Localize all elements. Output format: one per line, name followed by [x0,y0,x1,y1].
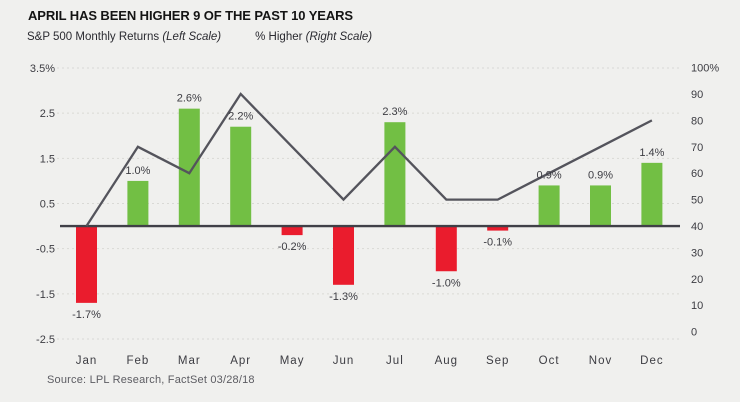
right-axis-tick: 50 [691,195,703,207]
return-bar-nov [590,185,611,227]
right-axis-tick: 20 [691,274,703,286]
page-title: APRIL HAS BEEN HIGHER 9 OF THE PAST 10 Y… [28,8,353,23]
right-axis-tick: 0 [691,327,697,339]
x-axis-label-sep: Sep [486,355,509,367]
left-axis-tick: 2.5 [40,108,55,120]
left-axis-tick: 0.5 [40,199,55,211]
right-axis-tick: 70 [691,142,703,154]
source-note: Source: LPL Research, FactSet 03/28/18 [47,374,255,386]
left-axis-tick: -0.5 [36,244,55,256]
legend-right-note: (Right Scale) [305,31,373,43]
right-axis-tick: 90 [691,89,703,101]
data-label-jun: -1.3% [329,291,358,303]
legend-right: % Higher (Right Scale) [255,31,372,43]
data-label-jan: -1.7% [72,309,101,321]
x-axis-label-jun: Jun [333,355,355,367]
left-axis-tick: 3.5% [30,63,55,75]
return-bar-may [281,226,303,236]
x-axis-label-nov: Nov [589,355,612,367]
right-axis-tick: 30 [691,247,703,259]
data-label-sep: -0.1% [483,237,512,249]
data-label-apr: 2.2% [228,111,253,123]
x-axis-label-aug: Aug [435,355,458,367]
legend-right-label: % Higher [255,31,303,43]
legend-left: S&P 500 Monthly Returns (Left Scale) [27,31,221,43]
data-label-dec: 1.4% [639,147,664,159]
data-label-nov: 0.9% [588,169,613,181]
return-bar-jul [384,122,406,227]
data-label-mar: 2.6% [177,93,202,105]
return-bar-apr [230,126,252,227]
x-axis-label-oct: Oct [539,355,560,367]
x-axis-label-jul: Jul [386,355,404,367]
data-label-aug: -1.0% [432,277,461,289]
data-label-jul: 2.3% [382,106,407,118]
return-bar-mar [178,108,200,227]
left-axis-tick: -1.5 [36,289,55,301]
data-label-may: -0.2% [278,241,307,253]
right-axis-tick: 40 [691,221,703,233]
x-axis-label-dec: Dec [640,355,663,367]
legend: S&P 500 Monthly Returns (Left Scale) % Hi… [27,31,372,43]
x-axis-label-may: May [280,355,305,367]
return-bar-oct [538,185,560,227]
x-axis-label-mar: Mar [178,355,201,367]
data-label-feb: 1.0% [125,165,150,177]
return-bar-dec [641,162,663,227]
x-axis-label-apr: Apr [230,355,251,367]
x-axis-label-feb: Feb [126,355,149,367]
return-bar-jan [76,226,97,303]
x-axis-label-jan: Jan [76,355,98,367]
legend-left-label: S&P 500 Monthly Returns [27,31,160,43]
right-axis-tick: 60 [691,168,703,180]
return-bar-sep [487,226,509,231]
return-bar-aug [435,226,457,272]
data-label-oct: 0.9% [537,169,562,181]
return-bar-feb [127,180,149,227]
right-axis-tick: 80 [691,115,703,127]
left-axis-tick: -2.5 [36,334,55,346]
pct-higher-line [85,92,653,227]
left-axis-tick: 1.5 [40,153,55,165]
return-bar-jun [333,226,354,285]
legend-left-note: (Left Scale) [162,31,222,43]
right-axis-tick: 10 [691,300,703,312]
right-axis-tick: 100% [691,63,719,75]
